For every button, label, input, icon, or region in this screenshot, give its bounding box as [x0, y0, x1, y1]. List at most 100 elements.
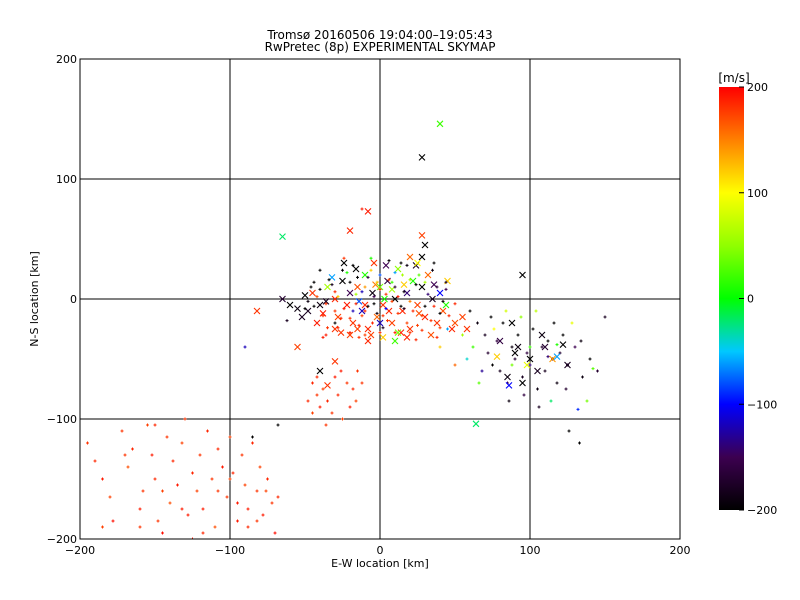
- velocity-point: [120, 429, 124, 433]
- velocity-point: [348, 405, 352, 409]
- velocity-cross: [421, 313, 429, 321]
- velocity-point: [423, 280, 427, 284]
- velocity-point: [399, 261, 403, 265]
- velocity-point: [423, 304, 427, 308]
- velocity-point: [258, 465, 262, 469]
- y-tick-label: 0: [70, 293, 77, 306]
- velocity-point: [510, 363, 514, 367]
- velocity-point: [161, 489, 164, 493]
- velocity-point: [108, 495, 112, 499]
- colorbar-ticks: 200 100 0 −100 −200: [739, 81, 777, 517]
- velocity-point: [384, 292, 388, 296]
- velocity-cross: [436, 289, 444, 297]
- velocity-point: [570, 321, 574, 325]
- velocity-point: [360, 207, 364, 211]
- velocity-point: [405, 263, 409, 267]
- velocity-point: [176, 483, 179, 487]
- velocity-point: [396, 311, 400, 315]
- velocity-cross: [294, 305, 301, 312]
- velocity-point: [171, 459, 175, 463]
- data-points: [86, 120, 607, 539]
- velocity-point: [579, 339, 583, 343]
- velocity-cross: [559, 341, 567, 348]
- velocity-point: [318, 268, 322, 272]
- velocity-point: [336, 326, 340, 330]
- velocity-point: [198, 453, 202, 457]
- velocity-cross: [316, 367, 324, 375]
- velocity-cross: [424, 271, 432, 279]
- velocity-point: [396, 295, 400, 299]
- velocity-point: [126, 465, 130, 469]
- velocity-point: [266, 477, 269, 481]
- velocity-point: [324, 333, 328, 337]
- velocity-point: [336, 295, 340, 299]
- velocity-point: [342, 256, 346, 260]
- velocity-cross: [298, 313, 306, 321]
- velocity-point: [371, 321, 374, 325]
- x-tick-label: −200: [65, 544, 95, 557]
- x-tick-label: 100: [520, 544, 541, 557]
- x-axis-label: E-W location [km]: [331, 557, 429, 570]
- velocity-point: [507, 399, 511, 403]
- velocity-cross: [381, 295, 388, 303]
- velocity-point: [101, 477, 104, 481]
- velocity-cross: [427, 331, 435, 339]
- velocity-point: [216, 447, 220, 451]
- velocity-point: [543, 369, 547, 373]
- velocity-cross: [324, 283, 331, 291]
- velocity-point: [528, 363, 532, 367]
- plot-frame: [79, 58, 681, 540]
- velocity-point: [372, 295, 376, 299]
- velocity-point: [315, 295, 319, 299]
- velocity-point: [333, 321, 337, 325]
- velocity-point: [321, 335, 325, 339]
- velocity-point: [228, 435, 232, 439]
- velocity-cross: [376, 319, 384, 327]
- velocity-point: [486, 351, 490, 355]
- x-axis-ticks: −200 −100 0 100 200: [65, 544, 691, 557]
- velocity-point: [336, 393, 340, 397]
- velocity-point: [146, 423, 149, 427]
- velocity-point: [330, 411, 334, 415]
- velocity-point: [206, 429, 209, 433]
- velocity-point: [264, 489, 268, 493]
- velocity-cross: [279, 295, 286, 303]
- velocity-cross: [400, 281, 408, 288]
- chart-title: Tromsø 20160506 19:04:00–19:05:43: [266, 28, 492, 42]
- velocity-point: [387, 278, 391, 282]
- velocity-cross: [376, 283, 384, 291]
- velocity-cross: [391, 337, 399, 345]
- velocity-point: [447, 314, 451, 318]
- velocity-point: [504, 309, 508, 313]
- velocity-point: [489, 315, 493, 319]
- velocity-point: [477, 381, 481, 385]
- velocity-cross: [379, 334, 387, 341]
- velocity-cross: [451, 319, 459, 327]
- velocity-point: [363, 309, 367, 313]
- velocity-point: [246, 525, 250, 529]
- velocity-point: [354, 302, 358, 306]
- velocity-cross: [384, 277, 391, 285]
- velocity-cross: [370, 259, 378, 267]
- velocity-cross: [514, 343, 522, 351]
- velocity-point: [426, 292, 430, 296]
- velocity-cross: [388, 319, 396, 327]
- velocity-point: [333, 290, 337, 294]
- velocity-point: [111, 519, 115, 523]
- velocity-cross: [294, 343, 301, 351]
- velocity-point: [345, 271, 349, 275]
- colorbar-tick-label: −100: [747, 398, 777, 411]
- velocity-point: [251, 435, 254, 439]
- velocity-point: [408, 299, 412, 303]
- velocity-point: [378, 297, 382, 301]
- y-tick-label: 100: [56, 173, 77, 186]
- velocity-point: [315, 375, 319, 379]
- velocity-cross: [346, 289, 354, 297]
- velocity-point: [195, 489, 199, 493]
- velocity-point: [363, 333, 367, 337]
- velocity-cross: [322, 298, 330, 305]
- velocity-point: [255, 519, 259, 523]
- velocity-cross: [504, 373, 511, 381]
- velocity-point: [321, 387, 325, 391]
- velocity-point: [519, 315, 523, 319]
